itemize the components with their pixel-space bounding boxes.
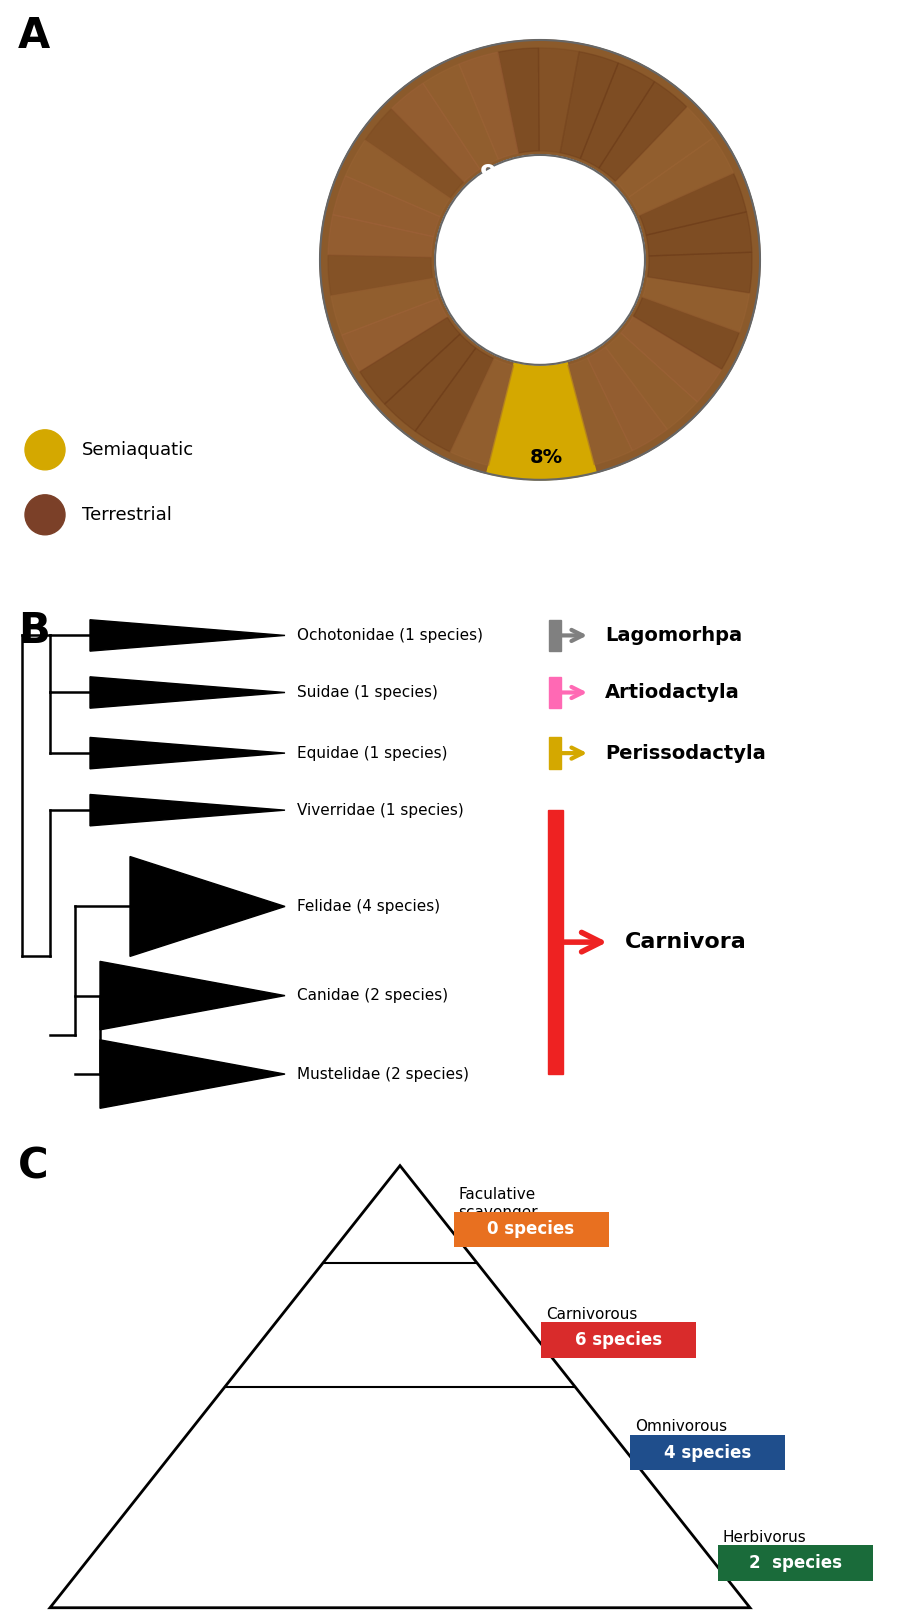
Wedge shape <box>629 138 733 216</box>
Wedge shape <box>560 52 618 159</box>
FancyBboxPatch shape <box>454 1211 608 1247</box>
Wedge shape <box>365 109 464 198</box>
Wedge shape <box>606 332 698 430</box>
Wedge shape <box>392 83 480 182</box>
Wedge shape <box>360 318 460 404</box>
Bar <box>549 738 561 768</box>
Text: Felidae (4 species): Felidae (4 species) <box>297 900 440 914</box>
Wedge shape <box>616 107 713 198</box>
Text: B: B <box>18 611 50 653</box>
Text: 6 species: 6 species <box>575 1331 662 1349</box>
Text: Mustelidae (2 species): Mustelidae (2 species) <box>297 1067 469 1081</box>
Wedge shape <box>646 212 751 256</box>
Wedge shape <box>498 49 539 152</box>
Wedge shape <box>331 279 438 336</box>
Polygon shape <box>100 961 285 1029</box>
Text: Ochotonidae (1 species): Ochotonidae (1 species) <box>297 627 483 644</box>
FancyBboxPatch shape <box>541 1323 696 1357</box>
Wedge shape <box>328 214 434 258</box>
Text: Canidae (2 species): Canidae (2 species) <box>297 989 448 1003</box>
Wedge shape <box>333 175 440 237</box>
Wedge shape <box>588 347 667 451</box>
Wedge shape <box>648 253 752 293</box>
Wedge shape <box>450 358 514 465</box>
Wedge shape <box>487 361 596 480</box>
Polygon shape <box>90 738 285 768</box>
Text: 2  species: 2 species <box>749 1555 842 1572</box>
Text: Perissodactyla: Perissodactyla <box>605 744 766 762</box>
Wedge shape <box>423 65 499 169</box>
Text: Suidae (1 species): Suidae (1 species) <box>297 686 438 700</box>
Wedge shape <box>568 358 633 465</box>
Wedge shape <box>320 41 760 473</box>
Wedge shape <box>598 81 687 182</box>
Text: Omnivorous: Omnivorous <box>635 1420 727 1435</box>
Text: 92%: 92% <box>480 164 540 186</box>
Wedge shape <box>538 49 579 152</box>
Text: Faculative
scavenger: Faculative scavenger <box>458 1188 538 1221</box>
Text: Terrestrial: Terrestrial <box>82 506 172 524</box>
Circle shape <box>435 156 645 365</box>
Wedge shape <box>459 52 518 159</box>
Wedge shape <box>415 349 494 452</box>
Bar <box>547 810 562 1075</box>
Text: Herbivorus: Herbivorus <box>723 1530 806 1545</box>
Text: Carnivora: Carnivora <box>625 932 747 952</box>
Text: Equidae (1 species): Equidae (1 species) <box>297 746 447 760</box>
Polygon shape <box>90 678 285 708</box>
Text: Viverridae (1 species): Viverridae (1 species) <box>297 802 464 817</box>
Circle shape <box>25 494 65 535</box>
FancyBboxPatch shape <box>718 1545 873 1580</box>
Wedge shape <box>384 334 476 431</box>
Wedge shape <box>634 297 739 370</box>
Wedge shape <box>328 254 433 295</box>
Text: Carnivorous: Carnivorous <box>546 1307 637 1321</box>
Wedge shape <box>346 139 450 217</box>
Bar <box>549 619 561 652</box>
Polygon shape <box>90 794 285 825</box>
Wedge shape <box>640 173 746 235</box>
Circle shape <box>25 430 65 470</box>
Wedge shape <box>621 316 722 402</box>
Wedge shape <box>580 63 654 169</box>
Polygon shape <box>100 1039 285 1109</box>
FancyBboxPatch shape <box>630 1435 785 1470</box>
Wedge shape <box>643 277 750 332</box>
Text: 0 species: 0 species <box>488 1221 574 1238</box>
Wedge shape <box>342 298 447 371</box>
Polygon shape <box>90 619 285 652</box>
Text: C: C <box>18 1146 49 1187</box>
Text: 8%: 8% <box>529 447 562 467</box>
Text: Artiodactyla: Artiodactyla <box>605 682 740 702</box>
Text: Lagomorhpa: Lagomorhpa <box>605 626 742 645</box>
Text: Semiaquatic: Semiaquatic <box>82 441 194 459</box>
Bar <box>549 678 561 708</box>
Polygon shape <box>130 856 285 956</box>
Text: A: A <box>18 15 50 57</box>
Text: 4 species: 4 species <box>664 1444 752 1462</box>
